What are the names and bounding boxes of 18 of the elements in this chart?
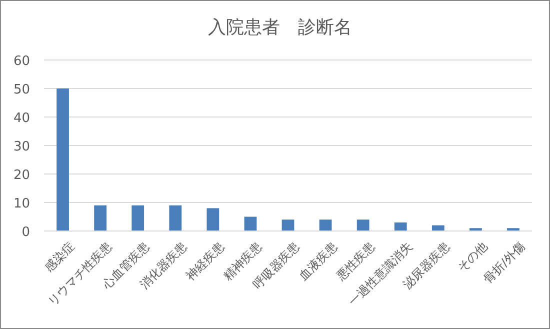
bar bbox=[169, 205, 182, 231]
chart-title: 入院患者 診断名 bbox=[208, 17, 352, 38]
bar bbox=[394, 222, 407, 231]
bar bbox=[319, 220, 332, 231]
y-tick-label: 50 bbox=[13, 82, 30, 98]
y-tick-label: 60 bbox=[13, 54, 30, 69]
y-tick-label: 10 bbox=[13, 196, 30, 212]
bar bbox=[282, 220, 294, 231]
y-tick-label: 40 bbox=[13, 111, 30, 126]
y-tick-label: 0 bbox=[22, 225, 30, 240]
bar bbox=[132, 205, 144, 231]
y-tick-label: 20 bbox=[13, 168, 30, 183]
bar bbox=[356, 220, 370, 231]
bar bbox=[244, 216, 257, 231]
bar bbox=[94, 205, 106, 231]
y-tick-label: 30 bbox=[13, 140, 30, 154]
bar bbox=[206, 208, 220, 231]
bar bbox=[56, 88, 69, 231]
